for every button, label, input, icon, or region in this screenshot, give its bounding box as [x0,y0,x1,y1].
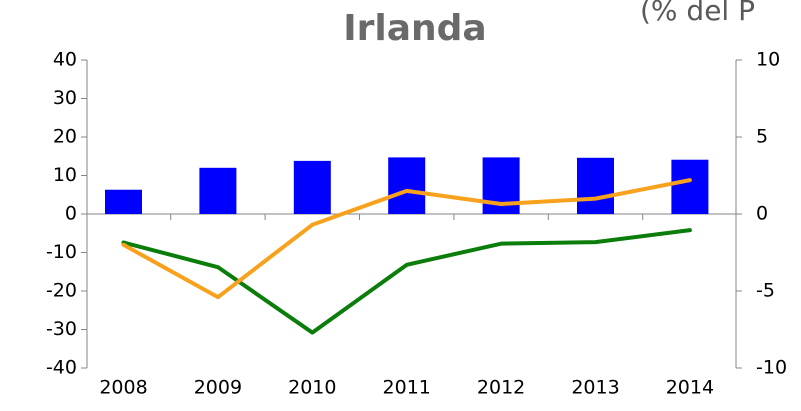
y-tick-label: -10 [46,241,77,263]
y-tick-label: 40 [53,49,77,71]
y-tick-label: 20 [53,126,77,148]
bar [105,189,142,214]
y2-tick-label: -10 [756,357,787,379]
bar [199,167,237,214]
bar [671,159,709,214]
x-tick-label: 2010 [288,377,336,399]
y2-tick-label: 5 [756,126,768,148]
y-tick-label: -20 [46,280,77,302]
x-tick-label: 2013 [571,377,619,399]
y-tick-label: 10 [53,164,77,186]
annotation: (% del P [640,0,755,27]
y-tick-label: 0 [65,203,77,225]
y-tick-label: 30 [53,87,77,109]
y-tick-label: -30 [46,318,77,340]
y-tick-label: -40 [46,357,77,379]
x-tick-label: 2008 [99,377,147,399]
y2-tick-label: 10 [756,49,780,71]
x-tick-label: 2014 [666,377,714,399]
bar [577,157,614,214]
y2-tick-label: 0 [756,203,768,225]
chart-title: Irlanda [343,8,486,49]
x-tick-label: 2012 [477,377,525,399]
y2-tick-label: -5 [756,280,775,302]
bar [293,160,331,214]
x-tick-label: 2009 [194,377,242,399]
x-tick-label: 2011 [383,377,431,399]
line [121,178,692,300]
line [121,228,692,335]
bar [388,157,426,214]
